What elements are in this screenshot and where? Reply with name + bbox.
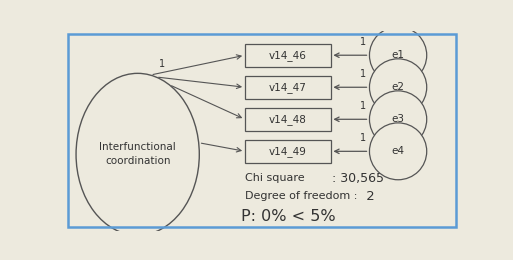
Text: v14_47: v14_47	[269, 82, 307, 93]
FancyBboxPatch shape	[245, 108, 330, 131]
Text: 1: 1	[361, 69, 367, 79]
FancyBboxPatch shape	[245, 76, 330, 99]
FancyBboxPatch shape	[245, 140, 330, 163]
Text: e2: e2	[391, 82, 405, 92]
Ellipse shape	[76, 73, 199, 235]
Text: 1: 1	[361, 37, 367, 47]
Text: v14_48: v14_48	[269, 114, 307, 125]
Text: v14_49: v14_49	[269, 146, 307, 157]
Text: Degree of freedom :: Degree of freedom :	[245, 191, 358, 201]
FancyBboxPatch shape	[245, 44, 330, 67]
Ellipse shape	[369, 91, 427, 148]
Text: 1: 1	[361, 133, 367, 143]
Ellipse shape	[369, 27, 427, 84]
Text: 2: 2	[362, 190, 375, 203]
Text: : 30,565: : 30,565	[332, 172, 384, 185]
Text: e3: e3	[391, 114, 405, 124]
Text: e4: e4	[391, 146, 405, 156]
Text: 1: 1	[159, 59, 165, 69]
Text: e1: e1	[391, 50, 405, 60]
Text: Interfunctional
coordination: Interfunctional coordination	[100, 142, 176, 166]
Text: v14_46: v14_46	[269, 50, 307, 61]
Ellipse shape	[369, 59, 427, 116]
Text: 1: 1	[361, 101, 367, 111]
Text: P: 0% < 5%: P: 0% < 5%	[241, 209, 336, 224]
Text: Chi square: Chi square	[245, 173, 305, 183]
Ellipse shape	[369, 123, 427, 180]
